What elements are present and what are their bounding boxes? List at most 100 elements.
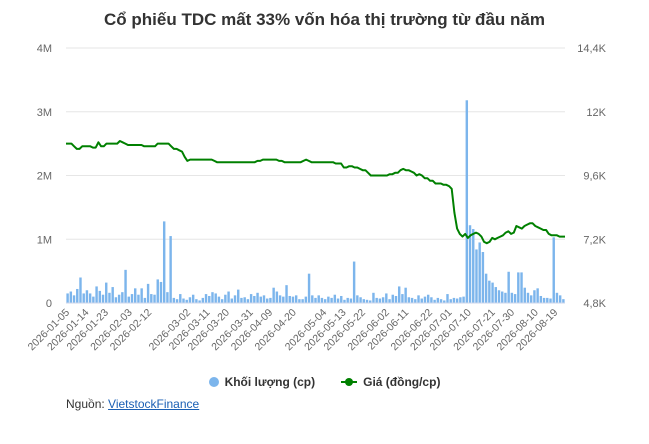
- volume-bar: [146, 283, 150, 303]
- volume-bar: [211, 292, 214, 303]
- volume-bar: [462, 296, 465, 303]
- volume-bar: [375, 297, 378, 303]
- volume-bar: [507, 271, 510, 303]
- source-link[interactable]: VietstockFinance: [108, 397, 200, 411]
- volume-bar: [150, 294, 153, 303]
- volume-bar: [291, 296, 295, 303]
- volume-bar: [546, 297, 549, 303]
- volume-bar: [320, 297, 324, 303]
- volume-bar: [201, 297, 205, 303]
- legend-item-volume[interactable]: Khối lượng (cp): [208, 375, 316, 389]
- volume-bar: [256, 292, 259, 303]
- volume-bar: [92, 296, 95, 303]
- volume-bar: [246, 299, 250, 303]
- volume-bar: [391, 294, 394, 303]
- volume-bar: [330, 297, 333, 303]
- volume-bar: [272, 287, 275, 303]
- volume-bar: [198, 300, 201, 303]
- volume-bar: [362, 299, 365, 303]
- volume-bar: [340, 295, 343, 303]
- volume-bar: [169, 236, 172, 303]
- y-right-tick-label: 12K: [586, 107, 606, 119]
- volume-bar: [114, 297, 118, 303]
- volume-bar: [275, 291, 279, 303]
- legend-swatch-volume: [208, 377, 219, 387]
- volume-bar: [513, 294, 517, 303]
- volume-bar: [562, 299, 565, 303]
- y-left-tick-label: 3M: [37, 107, 52, 119]
- volume-bar: [208, 295, 211, 303]
- volume-bar: [359, 297, 362, 303]
- volume-bar: [69, 291, 73, 303]
- volume-bar: [417, 295, 420, 303]
- volume-bar: [552, 237, 555, 303]
- volume-bar: [253, 295, 256, 303]
- volume-bar: [430, 297, 433, 303]
- price-line: [66, 140, 565, 245]
- volume-bar: [301, 299, 304, 303]
- volume-bar: [346, 297, 349, 303]
- volume-bar: [179, 294, 182, 303]
- volume-bar: [137, 294, 140, 303]
- volume-bar: [388, 299, 391, 303]
- volume-bar: [230, 298, 234, 303]
- volume-bar: [481, 252, 485, 303]
- volume-bar: [404, 287, 407, 303]
- volume-bar: [449, 299, 452, 303]
- volume-bar: [101, 294, 105, 303]
- volume-bar: [555, 292, 559, 303]
- volume-bar: [488, 280, 491, 303]
- volume-bar: [333, 294, 337, 303]
- legend-label-volume: Khối lượng (cp): [224, 375, 316, 389]
- volume-bar: [314, 297, 317, 303]
- volume-bar: [156, 279, 159, 303]
- volume-bar: [66, 293, 69, 303]
- volume-bar: [401, 294, 404, 303]
- volume-bar: [423, 296, 427, 303]
- volume-bar: [410, 297, 414, 303]
- volume-bar: [233, 295, 237, 303]
- volume-bar: [140, 288, 143, 303]
- y-left-tick-label: 4M: [37, 43, 52, 55]
- volume-bar: [520, 272, 523, 303]
- volume-bar: [497, 290, 501, 303]
- volume-bar: [166, 292, 169, 303]
- legend-label-price: Giá (đồng/cp): [363, 375, 441, 389]
- volume-bar: [352, 261, 356, 303]
- y-left-tick-label: 1M: [37, 234, 52, 246]
- volume-bar: [436, 297, 440, 303]
- volume-bar: [397, 286, 401, 303]
- volume-bar: [533, 290, 536, 303]
- volume-bar: [317, 295, 320, 303]
- volume-bar: [105, 282, 108, 303]
- volume-bar: [262, 295, 266, 303]
- volume-bar: [420, 298, 423, 303]
- volume-bar: [549, 298, 552, 303]
- volume-bar: [349, 298, 353, 303]
- volume-bar: [217, 296, 221, 303]
- volume-bar: [266, 298, 269, 303]
- volume-bar: [259, 296, 262, 303]
- volume-bar: [159, 281, 163, 303]
- volume-bar: [356, 295, 359, 303]
- volume-bar: [385, 293, 388, 303]
- y-right-tick-label: 7,2K: [583, 234, 606, 246]
- volume-bar: [307, 273, 311, 303]
- volume-bar: [175, 299, 179, 303]
- volume-bar: [529, 295, 533, 303]
- legend: Khối lượng (cp) Giá (đồng/cp): [0, 375, 649, 389]
- volume-bar: [472, 229, 475, 303]
- volume-bar: [323, 299, 327, 303]
- volume-bar: [121, 292, 124, 303]
- source-note: Nguồn: VietstockFinance: [66, 397, 199, 411]
- volume-bar: [227, 291, 230, 303]
- volume-bar: [269, 297, 272, 303]
- volume-bar: [278, 295, 282, 303]
- legend-item-price[interactable]: Giá (đồng/cp): [341, 375, 440, 389]
- volume-bar: [95, 286, 98, 303]
- volume-bar: [475, 249, 478, 303]
- volume-bar: [240, 297, 243, 303]
- volume-bar: [127, 296, 130, 303]
- y-left-tick-label: 2M: [37, 171, 52, 183]
- volume-bar: [459, 297, 462, 303]
